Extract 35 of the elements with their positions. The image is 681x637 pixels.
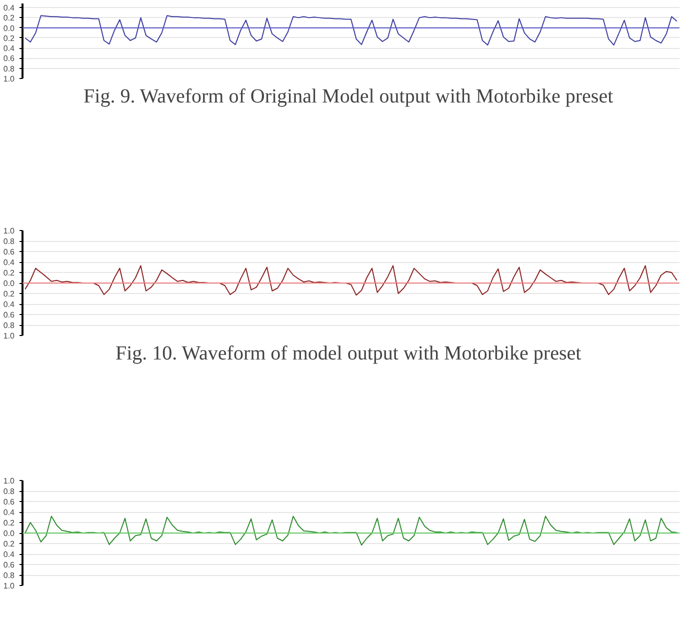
- y-tick-label: 0.2: [3, 268, 16, 278]
- y-tick-label: 1.0: [3, 582, 16, 590]
- y-tick-label: 0.8: [3, 64, 16, 74]
- y-tick-label: 1.0: [3, 476, 16, 486]
- y-tick-label: 0.6: [3, 498, 16, 506]
- y-tick-label: 1.0: [3, 74, 16, 84]
- y-tick-label: 1.0: [3, 332, 16, 340]
- y-tick-label: 0.0: [3, 529, 16, 538]
- y-tick-label: 0.8: [3, 237, 16, 246]
- y-tick-label: 0.4: [3, 258, 16, 267]
- line-series: [24, 15, 678, 46]
- y-tick-label: 0.4: [3, 44, 16, 54]
- y-tick-label: 0.4: [3, 508, 16, 517]
- y-tick-label: 0.8: [3, 487, 16, 496]
- y-tick-label: 0.6: [3, 248, 16, 256]
- y-tick-label: 0.6: [3, 560, 16, 570]
- y-tick-label: 0.2: [3, 34, 16, 43]
- y-tick-label: 0.2: [3, 14, 16, 23]
- y-tick-label: 0.0: [3, 24, 16, 33]
- y-tick-label: 0.8: [3, 571, 16, 580]
- y-tick-label: 0.6: [3, 54, 16, 64]
- y-tick-label: 0.2: [3, 290, 16, 298]
- y-tick-label: 0.4: [3, 550, 16, 559]
- y-tick-label: 1.0: [3, 226, 16, 236]
- text: Fig. 9. Waveform of Original Model output with Motorbike preset: [84, 86, 614, 108]
- line-series: [24, 516, 678, 546]
- y-tick-label: 0.6: [3, 310, 16, 320]
- line-series: [24, 265, 678, 296]
- text: Fig. 10. Waveform of model output with Motorbike preset: [115, 342, 582, 364]
- y-tick-label: 0.8: [3, 321, 16, 330]
- y-tick-label: 0.2: [3, 518, 16, 528]
- y-tick-label: 0.0: [3, 279, 16, 288]
- y-tick-label: 0.4: [3, 4, 16, 13]
- y-tick-label: 0.2: [3, 540, 16, 548]
- y-tick-label: 0.4: [3, 300, 16, 309]
